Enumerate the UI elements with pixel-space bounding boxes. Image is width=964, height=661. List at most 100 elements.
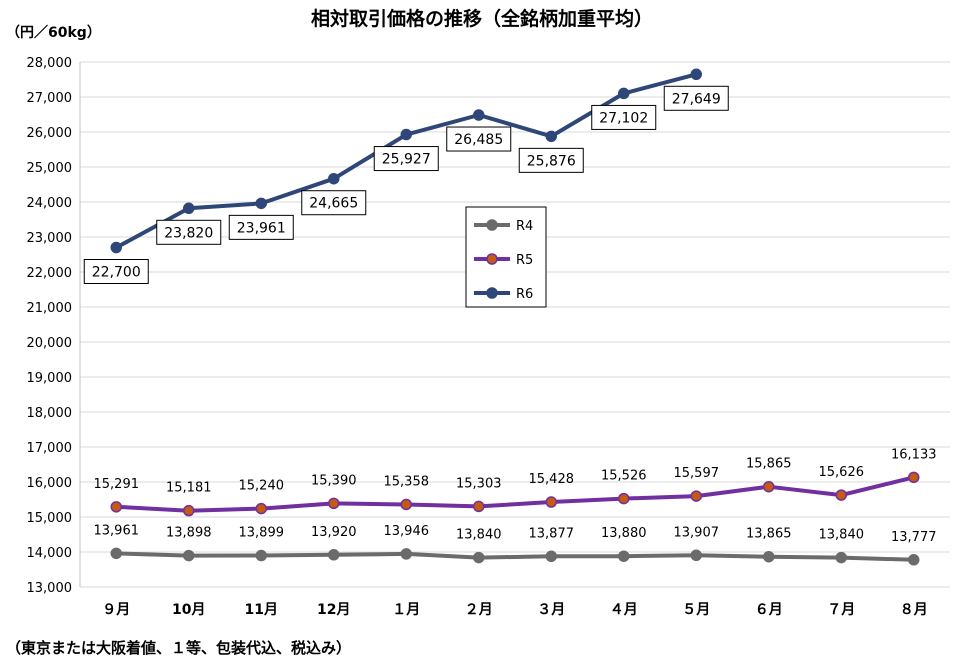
data-label-box <box>373 146 439 172</box>
data-point-R5 <box>763 480 775 493</box>
data-label-R6: 23,961 <box>237 220 286 236</box>
footnote: （東京または大阪着値、１等、包装代込、税込み） <box>6 639 352 657</box>
data-label-R4: 13,840 <box>456 528 502 543</box>
y-tick-label: 28,000 <box>27 56 73 71</box>
x-tick-label: ７月 <box>827 602 855 618</box>
y-tick-label: 20,000 <box>27 336 73 351</box>
data-label-R4: 13,899 <box>239 526 285 541</box>
data-point-R4 <box>618 550 630 562</box>
data-label-R6: 24,665 <box>309 196 358 212</box>
x-tick-label: ３月 <box>537 602 565 618</box>
x-tick-label: 12月 <box>317 602 350 618</box>
y-tick-label: 19,000 <box>27 371 73 386</box>
data-point-R6 <box>690 68 702 81</box>
y-tick-label: 26,000 <box>27 126 73 141</box>
data-label-R4: 13,877 <box>529 526 575 541</box>
data-label-R5: 15,428 <box>529 472 575 487</box>
y-tick-label: 16,000 <box>27 476 73 491</box>
x-tick-label: ５月 <box>682 602 710 618</box>
legend-swatch-marker <box>486 287 498 299</box>
data-label-R4: 13,777 <box>891 530 937 545</box>
y-tick-label: 21,000 <box>27 301 73 316</box>
data-point-R4 <box>183 549 195 562</box>
data-point-R6 <box>183 202 195 215</box>
data-label-R6: 25,927 <box>382 152 431 168</box>
data-point-R4 <box>328 549 340 561</box>
x-tick-label: ２月 <box>465 602 493 618</box>
legend-label-R6: R6 <box>516 287 533 302</box>
data-point-R5 <box>908 471 920 484</box>
data-label-R5: 15,597 <box>674 466 720 481</box>
data-label-R4: 13,880 <box>601 526 647 541</box>
data-point-R6 <box>545 130 557 143</box>
data-label-box <box>83 259 149 284</box>
data-point-R4 <box>400 548 412 560</box>
data-label-box <box>156 219 222 245</box>
data-point-R4 <box>763 550 775 563</box>
data-point-R6 <box>400 128 412 141</box>
data-point-R5 <box>255 502 267 515</box>
data-label-R6: 26,485 <box>454 132 503 148</box>
x-tick-label: 11月 <box>245 602 278 618</box>
y-tick-label: 25,000 <box>27 161 73 176</box>
data-label-R4: 13,898 <box>166 526 212 541</box>
data-label-R5: 15,390 <box>311 473 357 488</box>
data-point-R4 <box>473 551 485 564</box>
data-point-R6 <box>255 197 267 210</box>
data-point-R5 <box>183 504 195 517</box>
data-point-R6 <box>618 87 630 100</box>
data-label-R5: 15,358 <box>384 474 430 489</box>
data-label-R5: 15,240 <box>239 479 285 494</box>
series-line-R4 <box>116 551 914 562</box>
x-tick-label: ６月 <box>755 602 783 618</box>
data-label-R5: 15,526 <box>601 469 647 484</box>
legend-label-R4: R4 <box>516 219 533 234</box>
data-label-R4: 13,920 <box>311 525 357 540</box>
data-label-R4: 13,946 <box>384 524 430 539</box>
data-point-R4 <box>545 550 557 563</box>
data-label-R4: 13,865 <box>746 527 792 542</box>
x-tick-label: 10月 <box>172 602 205 618</box>
data-label-R4: 13,840 <box>819 528 865 543</box>
y-tick-label: 18,000 <box>27 406 73 421</box>
data-point-R4 <box>255 549 267 562</box>
data-point-R6 <box>110 241 122 254</box>
x-tick-label: ４月 <box>610 602 638 618</box>
y-tick-label: 22,000 <box>27 266 73 281</box>
x-tick-label: ９月 <box>102 602 130 618</box>
data-label-R5: 15,865 <box>746 457 792 472</box>
y-tick-label: 17,000 <box>27 441 73 456</box>
data-point-R5 <box>690 490 702 502</box>
data-point-R5 <box>110 501 122 513</box>
data-label-R5: 15,303 <box>456 476 502 491</box>
y-tick-label: 27,000 <box>27 91 73 106</box>
data-point-R5 <box>545 496 557 508</box>
series-line-R5 <box>116 475 915 513</box>
chart-title: 相対取引価格の推移（全銘柄加重平均） <box>310 8 653 30</box>
data-point-R6 <box>328 172 340 185</box>
y-tick-label: 15,000 <box>27 511 73 526</box>
data-point-R4 <box>908 554 920 566</box>
data-point-R4 <box>835 551 847 564</box>
y-tick-label: 24,000 <box>27 196 73 211</box>
data-point-R5 <box>473 500 485 513</box>
y-tick-label: 13,000 <box>27 581 73 596</box>
data-label-box <box>228 214 294 240</box>
data-point-R4 <box>110 547 122 560</box>
data-label-R5: 15,181 <box>166 481 212 496</box>
data-point-R5 <box>618 492 630 505</box>
data-label-R5: 15,626 <box>819 465 865 480</box>
data-label-box <box>663 85 729 111</box>
y-axis-unit-label: （円／60kg） <box>6 25 101 41</box>
data-label-R6: 27,649 <box>672 91 721 107</box>
y-tick-label: 23,000 <box>27 231 73 246</box>
data-label-box <box>301 190 367 216</box>
data-label-R5: 15,291 <box>94 477 140 492</box>
data-point-R5 <box>400 498 412 511</box>
y-tick-label: 14,000 <box>27 546 73 561</box>
data-label-R6: 22,700 <box>92 265 141 281</box>
data-label-R4: 13,961 <box>94 523 140 538</box>
data-label-R6: 27,102 <box>599 110 648 126</box>
